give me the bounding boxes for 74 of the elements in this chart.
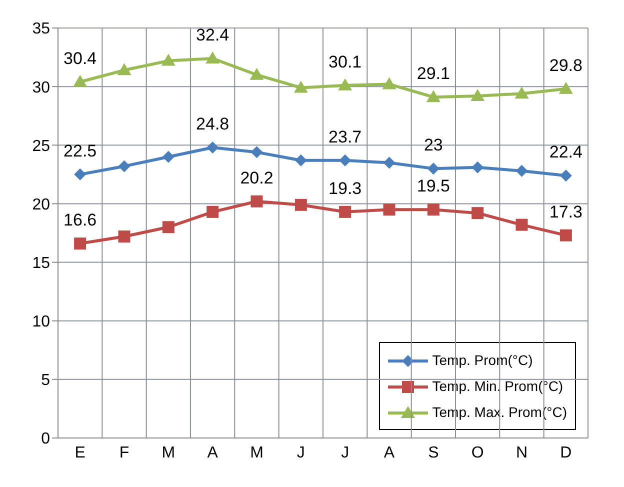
data-label: 22.5 — [64, 141, 97, 160]
point — [294, 154, 307, 166]
x-tick-label: A — [207, 444, 218, 462]
x-tick-label: S — [428, 444, 439, 462]
point — [383, 156, 396, 169]
point — [427, 162, 440, 175]
data-label: 16.6 — [64, 210, 97, 230]
point — [206, 51, 220, 64]
point — [560, 229, 572, 242]
point — [161, 54, 176, 66]
point — [162, 221, 174, 234]
point — [339, 206, 352, 218]
point — [427, 204, 440, 216]
point — [294, 198, 307, 211]
point — [250, 68, 264, 80]
x-tick-label: J — [341, 444, 350, 462]
x-tick-label: E — [74, 444, 86, 462]
data-label: 23 — [424, 136, 443, 155]
point — [74, 238, 86, 250]
point — [118, 160, 130, 172]
data-label: 32.4 — [196, 25, 230, 44]
point — [294, 80, 308, 93]
point — [472, 207, 484, 220]
data-label: 30.4 — [64, 48, 97, 68]
point — [338, 78, 352, 90]
point — [117, 63, 132, 76]
x-tick-label: N — [516, 444, 528, 462]
x-tick-label: F — [119, 444, 130, 462]
data-label: 29.8 — [549, 56, 582, 75]
point — [516, 218, 528, 231]
x-tick-label: D — [560, 444, 572, 462]
x-tick-label: J — [296, 444, 305, 462]
legend-label: Temp. Prom(°C) — [431, 351, 534, 370]
data-label: 19.3 — [328, 178, 362, 198]
point — [383, 204, 396, 216]
point — [206, 206, 219, 218]
y-tick-label: 35 — [32, 20, 50, 38]
point — [73, 74, 88, 87]
point — [162, 150, 174, 163]
data-label: 24.8 — [196, 114, 230, 134]
point — [74, 168, 86, 180]
point — [560, 170, 572, 182]
x-tick-label: A — [384, 444, 395, 462]
point — [558, 82, 573, 94]
y-tick-label: 15 — [32, 254, 50, 272]
data-label: 22.4 — [549, 142, 582, 162]
point — [470, 88, 485, 101]
data-label: 29.1 — [416, 64, 450, 84]
data-label: 19.5 — [416, 176, 450, 196]
y-tick-label: 30 — [32, 79, 50, 96]
point — [514, 86, 529, 99]
point — [516, 164, 528, 177]
x-tick-label: M — [250, 444, 264, 462]
data-label: 23.7 — [328, 127, 362, 146]
y-tick-label: 10 — [32, 314, 50, 331]
legend-label: Temp. Min. Prom(°C) — [431, 377, 564, 396]
legend-label: Temp. Max. Prom(°C) — [431, 403, 567, 422]
point — [472, 161, 484, 174]
y-tick-label: 25 — [32, 138, 50, 155]
point — [339, 154, 352, 166]
y-tick-label: 20 — [32, 196, 50, 214]
x-tick-label: M — [162, 444, 176, 462]
point — [382, 77, 396, 90]
point — [206, 141, 219, 154]
y-tick-label: 0 — [41, 430, 50, 448]
y-tick-label: 5 — [41, 372, 50, 390]
data-label: 30.1 — [328, 52, 362, 72]
point — [250, 146, 263, 158]
point — [426, 90, 440, 102]
data-label: 17.3 — [549, 202, 582, 222]
data-label: 20.2 — [240, 168, 274, 188]
point — [250, 195, 263, 208]
x-tick-label: O — [471, 444, 484, 462]
point — [118, 230, 130, 243]
